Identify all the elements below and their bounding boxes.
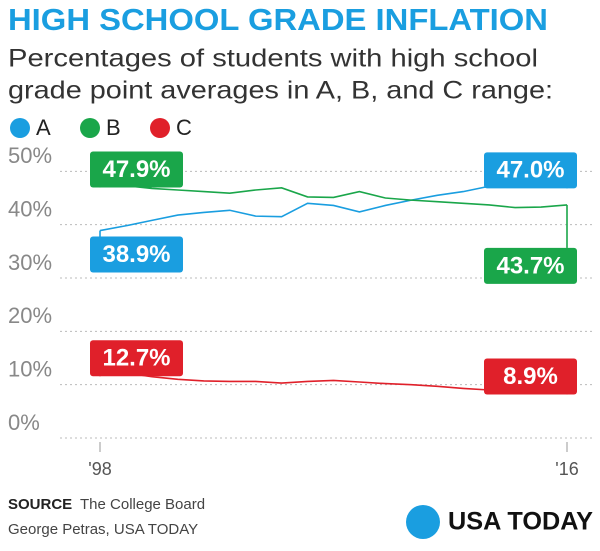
y-tick-label: 40% [8, 196, 52, 221]
logo: USA TODAY [448, 508, 593, 536]
series-line [99, 181, 568, 209]
x-tick-label: '16 [555, 459, 578, 479]
chart-title: HIGH SCHOOL GRADE INFLATION [8, 2, 548, 37]
logo-mark [406, 505, 440, 539]
source-label: SOURCE [8, 496, 72, 513]
y-tick-label: 50% [8, 143, 52, 168]
y-tick-label: 30% [8, 250, 52, 275]
subtitle: grade point averages in A, B, and C rang… [8, 77, 553, 105]
value-label: 12.7% [102, 345, 170, 372]
label-box [484, 152, 577, 189]
value-label: 43.7% [496, 252, 564, 279]
label-box [484, 358, 577, 395]
label-box [90, 151, 183, 188]
label-box [484, 247, 577, 284]
legend-swatch [150, 118, 170, 138]
value-label: 8.9% [503, 363, 558, 390]
legend-label: B [106, 115, 121, 140]
label-box [90, 340, 183, 377]
legend-swatch [80, 118, 100, 138]
x-tick-label: '98 [88, 459, 111, 479]
legend-swatch [10, 118, 30, 138]
legend-label: C [176, 115, 192, 140]
source: The College Board [80, 496, 205, 513]
value-label: 47.9% [102, 156, 170, 183]
y-tick-label: 0% [8, 410, 40, 435]
subtitle: Percentages of students with high school [8, 45, 538, 73]
label-box [90, 236, 183, 273]
value-label: 47.0% [496, 157, 564, 184]
legend-label: A [36, 115, 51, 140]
value-label: 38.9% [102, 241, 170, 268]
credit: George Petras, USA TODAY [8, 521, 198, 538]
y-tick-label: 10% [8, 356, 52, 381]
y-tick-label: 20% [8, 303, 52, 328]
